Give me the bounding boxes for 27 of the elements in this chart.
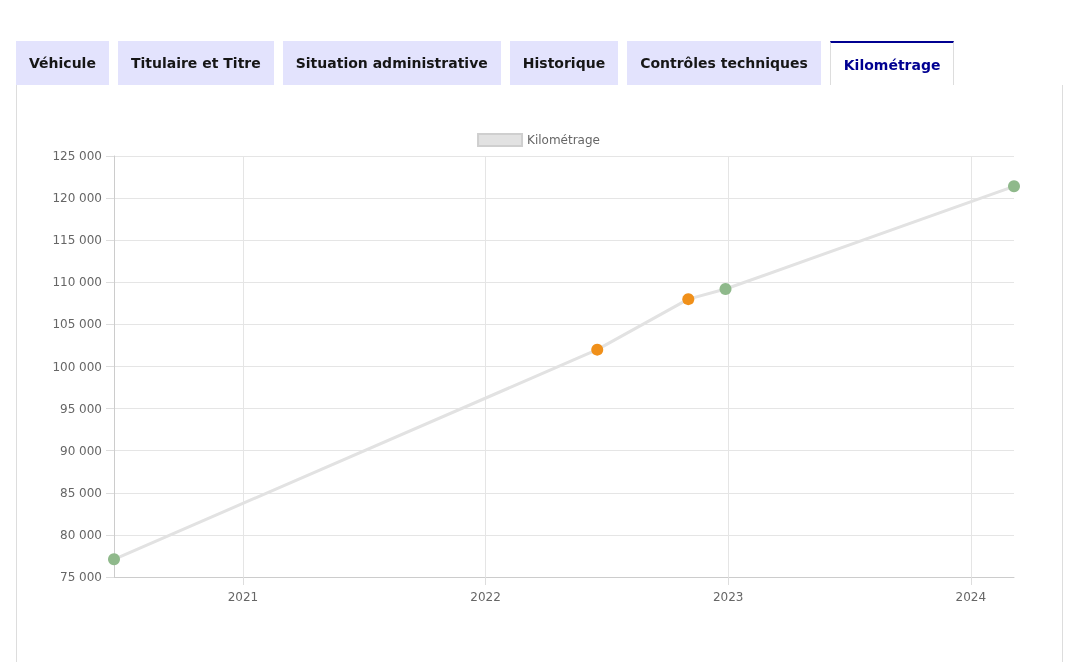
text: Titulaire et Titre xyxy=(117,41,274,85)
y-tick-label: 85 000 xyxy=(60,485,102,500)
y-tick-label: 110 000 xyxy=(52,275,102,290)
x-tick-label: 2023 xyxy=(712,590,744,604)
y-tick-label: 95 000 xyxy=(60,401,102,416)
y-tick-label: 80 000 xyxy=(60,527,102,542)
x-tick-label: 2021 xyxy=(227,590,259,604)
y-tick-label: 105 000 xyxy=(52,317,102,332)
x-tick-label: 2022 xyxy=(470,590,501,604)
y-tick-label: 125 000 xyxy=(52,149,102,163)
text: Kilométrage xyxy=(829,41,955,85)
point xyxy=(719,283,732,296)
y-tick-label: 75 000 xyxy=(60,570,102,584)
y-tick-label: 100 000 xyxy=(52,359,102,374)
point xyxy=(1008,180,1020,193)
point xyxy=(682,293,695,306)
y-tick-label: 90 000 xyxy=(60,443,102,458)
text: Historique xyxy=(509,41,619,85)
text: Véhicule xyxy=(16,41,109,85)
point xyxy=(108,553,120,566)
text: Situation administrative xyxy=(282,41,501,85)
y-tick-label: 115 000 xyxy=(52,233,102,248)
point xyxy=(591,343,604,356)
legend-label: Kilométrage xyxy=(527,133,600,147)
text: Contrôles techniques xyxy=(627,41,821,85)
x-tick-label: 2024 xyxy=(955,590,987,604)
y-tick-label: 120 000 xyxy=(52,191,102,206)
